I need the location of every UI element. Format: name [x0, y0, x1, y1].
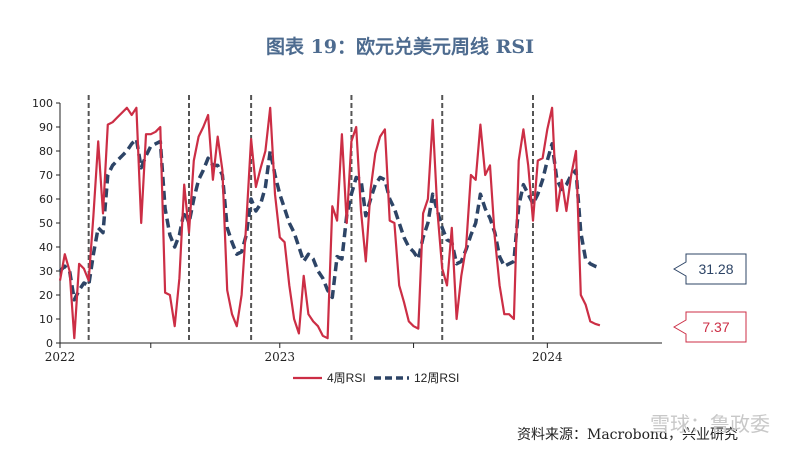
callout-box: [673, 253, 747, 285]
callout-box: [673, 311, 747, 343]
chart-title: 图表 19：欧元兑美元周线 RSI: [265, 36, 535, 58]
legend-label-4w-rsi: 4周RSI: [327, 371, 366, 385]
y-tick-label: 0: [46, 337, 53, 350]
legend-label-12w-rsi: 12周RSI: [414, 371, 459, 385]
x-tick-label: 2024: [532, 350, 563, 364]
x-tick-label: 2022: [45, 350, 76, 364]
y-tick-label: 70: [39, 169, 53, 182]
y-tick-label: 80: [39, 145, 53, 158]
y-tick-label: 40: [39, 241, 53, 254]
watermark: 雪球：鲁政委: [650, 412, 770, 436]
source-note: 资料来源：Macrobond，兴业研究: [516, 427, 738, 443]
y-tick-label: 50: [39, 217, 53, 230]
y-tick-label: 60: [39, 193, 53, 206]
y-tick-label: 90: [39, 121, 53, 134]
callout-label: 31.28: [698, 261, 733, 277]
y-tick-label: 20: [39, 289, 53, 302]
series-line-4w-rsi: [58, 106, 601, 340]
x-tick-label: 2023: [265, 350, 296, 364]
y-tick-label: 10: [39, 313, 53, 326]
y-tick-label: 100: [32, 97, 53, 110]
y-tick-label: 30: [39, 265, 53, 278]
series-line-12w-rsi: [58, 137, 601, 302]
callout-label: 7.37: [702, 319, 729, 335]
